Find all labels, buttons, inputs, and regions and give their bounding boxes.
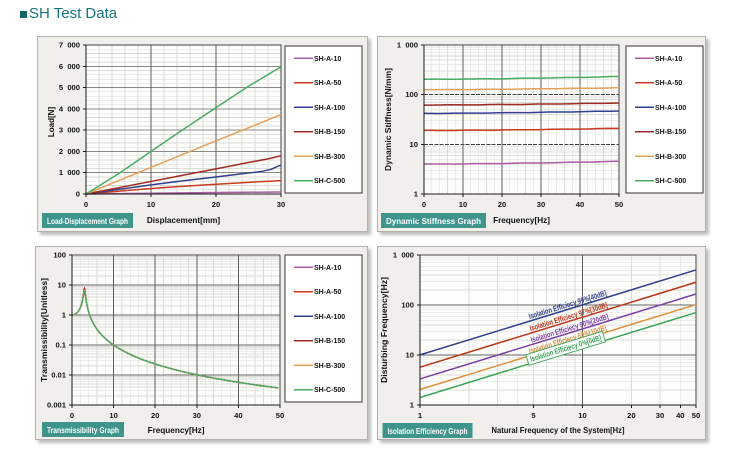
- svg-text:SH-C-500: SH-C-500: [655, 178, 686, 185]
- svg-text:50: 50: [276, 411, 284, 420]
- svg-text:1 000: 1 000: [393, 251, 414, 260]
- svg-text:2 000: 2 000: [59, 147, 80, 156]
- svg-text:0: 0: [76, 190, 80, 199]
- svg-text:SH-B-300: SH-B-300: [314, 363, 345, 370]
- svg-text:1 000: 1 000: [59, 168, 80, 177]
- svg-text:Frequency[Hz]: Frequency[Hz]: [148, 426, 205, 435]
- svg-text:SH-B-300: SH-B-300: [314, 154, 345, 161]
- svg-text:SH-A-50: SH-A-50: [314, 80, 341, 87]
- svg-text:SH-C-500: SH-C-500: [314, 387, 345, 394]
- svg-text:Frequency[Hz]: Frequency[Hz]: [493, 216, 550, 225]
- svg-text:4 000: 4 000: [59, 104, 80, 113]
- svg-text:Transmissibility Graph: Transmissibility Graph: [47, 425, 119, 435]
- svg-text:50: 50: [615, 200, 623, 209]
- svg-text:Dynamic Stiffness Graph: Dynamic Stiffness Graph: [386, 216, 481, 226]
- svg-text:1: 1: [410, 401, 415, 410]
- svg-text:1: 1: [62, 311, 67, 320]
- svg-text:20: 20: [151, 411, 159, 420]
- svg-text:7 000: 7 000: [59, 41, 80, 50]
- svg-text:Transmissibility[Unitless]: Transmissibility[Unitless]: [40, 278, 49, 382]
- svg-text:10: 10: [459, 200, 467, 209]
- svg-text:6 000: 6 000: [59, 62, 80, 71]
- svg-text:10: 10: [58, 281, 66, 290]
- svg-text:10: 10: [410, 140, 418, 149]
- svg-text:30: 30: [193, 411, 201, 420]
- svg-text:30: 30: [656, 411, 664, 420]
- svg-text:0.01: 0.01: [51, 371, 67, 380]
- svg-text:10: 10: [406, 351, 414, 360]
- svg-text:20: 20: [212, 200, 220, 209]
- svg-text:Load[N]: Load[N]: [47, 107, 56, 138]
- svg-text:100: 100: [401, 301, 414, 310]
- svg-text:10: 10: [147, 200, 155, 209]
- svg-text:20: 20: [627, 411, 635, 420]
- svg-text:0.001: 0.001: [47, 401, 67, 410]
- svg-text:20: 20: [498, 200, 506, 209]
- svg-text:50: 50: [692, 411, 700, 420]
- svg-text:1 000: 1 000: [397, 41, 418, 50]
- svg-text:Natural Frequency of the Syste: Natural Frequency of the System[Hz]: [492, 426, 625, 435]
- svg-text:Disturbing Frequency[Hz]: Disturbing Frequency[Hz]: [380, 277, 389, 383]
- svg-text:5 000: 5 000: [59, 83, 80, 92]
- svg-text:Displacement[mm]: Displacement[mm]: [147, 216, 221, 225]
- svg-text:100: 100: [405, 90, 418, 99]
- svg-text:1: 1: [418, 411, 423, 420]
- svg-text:SH-A-10: SH-A-10: [314, 265, 341, 272]
- svg-text:SH-A-50: SH-A-50: [655, 80, 682, 87]
- svg-text:100: 100: [53, 251, 66, 260]
- svg-text:40: 40: [234, 411, 242, 420]
- svg-text:SH-B-300: SH-B-300: [655, 154, 686, 161]
- svg-text:0: 0: [70, 411, 74, 420]
- svg-text:Dynamic Stiffness[N/mm]: Dynamic Stiffness[N/mm]: [384, 68, 393, 171]
- svg-text:40: 40: [576, 200, 584, 209]
- svg-text:SH-C-500: SH-C-500: [314, 178, 345, 185]
- svg-text:Load-Displacement Graph: Load-Displacement Graph: [47, 216, 128, 226]
- svg-text:SH-B-150: SH-B-150: [314, 338, 345, 345]
- svg-text:30: 30: [277, 200, 285, 209]
- svg-text:10: 10: [578, 411, 586, 420]
- svg-text:SH-B-150: SH-B-150: [314, 129, 345, 136]
- svg-text:1: 1: [414, 190, 419, 199]
- svg-text:40: 40: [676, 411, 684, 420]
- svg-text:SH-A-100: SH-A-100: [314, 314, 345, 321]
- svg-text:30: 30: [537, 200, 545, 209]
- svg-text:SH-A-10: SH-A-10: [314, 56, 341, 63]
- svg-text:0: 0: [84, 200, 88, 209]
- svg-text:SH-A-100: SH-A-100: [314, 105, 345, 112]
- svg-text:3 000: 3 000: [59, 126, 80, 135]
- svg-text:SH-A-100: SH-A-100: [655, 105, 686, 112]
- svg-text:0: 0: [422, 200, 426, 209]
- svg-text:SH-B-150: SH-B-150: [655, 129, 686, 136]
- svg-text:SH-A-50: SH-A-50: [314, 289, 341, 296]
- svg-text:5: 5: [531, 411, 536, 420]
- svg-text:10: 10: [109, 411, 117, 420]
- svg-text:Isolation Efficiency Graph: Isolation Efficiency Graph: [388, 426, 468, 436]
- svg-text:SH-A-10: SH-A-10: [655, 56, 682, 63]
- svg-text:0.1: 0.1: [55, 341, 66, 350]
